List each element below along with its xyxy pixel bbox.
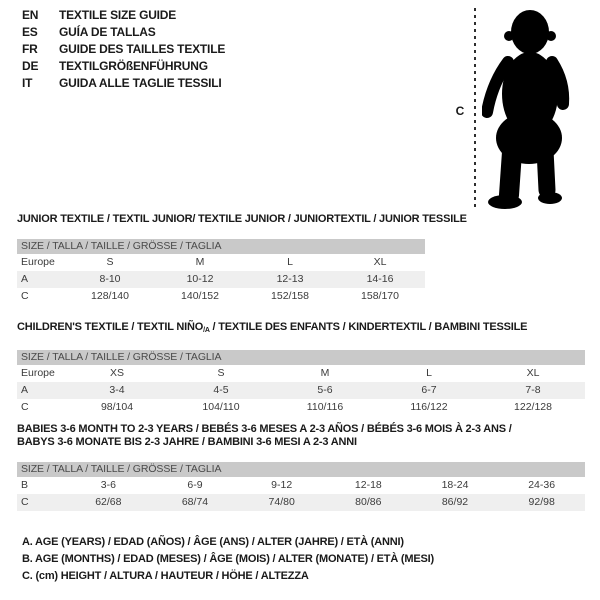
size-header-bar: SIZE / TALLA / TAILLE / GRÖSSE / TAGLIA: [17, 239, 425, 254]
language-row-de: DE TEXTILGRÖßENFÜHRUNG: [22, 58, 225, 75]
language-row-en: EN TEXTILE SIZE GUIDE: [22, 7, 225, 24]
cell: L: [426, 367, 432, 379]
cell: 110/116: [306, 401, 344, 413]
cell: 4-5: [213, 384, 229, 396]
language-row-it: IT GUIDA ALLE TAGLIE TESSILI: [22, 75, 225, 92]
table-title: CHILDREN'S TEXTILE / TEXTIL NIÑO/A / TEX…: [17, 321, 585, 337]
table-title-subscript: /A: [203, 327, 210, 334]
table-title: BABIES 3-6 MONTH TO 2-3 YEARS / BEBÉS 3-…: [17, 423, 512, 435]
size-header-bar: SIZE / TALLA / TAILLE / GRÖSSE / TAGLIA: [17, 462, 585, 477]
height-measure-label: C: [455, 104, 465, 118]
language-label: GUIDE DES TAILLES TEXTILE: [59, 42, 226, 56]
cell: 18-24: [441, 479, 469, 491]
cell: 8-10: [99, 273, 121, 285]
language-row-es: ES GUÍA DE TALLAS: [22, 24, 225, 41]
cell: 122/128: [514, 401, 552, 413]
cell: 80/86: [355, 496, 382, 508]
cell: 86/92: [441, 496, 469, 508]
row-label: A: [21, 384, 29, 396]
cell: 128/140: [91, 290, 129, 302]
table-row: Europe S M L XL: [17, 254, 425, 271]
cell: 158/170: [361, 290, 399, 302]
table-row: C 128/140 140/152 152/158 158/170: [17, 288, 425, 305]
cell: 68/74: [181, 496, 209, 508]
cell: 92/98: [528, 496, 555, 508]
language-label: GUÍA DE TALLAS: [59, 25, 156, 39]
table-row: B 3-6 6-9 9-12 12-18 18-24 24-36: [17, 477, 585, 494]
cell: L: [287, 256, 293, 268]
cell: S: [106, 256, 114, 268]
row-label: C: [21, 496, 29, 508]
language-code: IT: [22, 76, 33, 90]
cell: 152/158: [271, 290, 309, 302]
table-row: A 8-10 10-12 12-13 14-16: [17, 271, 425, 288]
language-code: FR: [22, 42, 38, 56]
cell: 116/122: [410, 401, 448, 413]
row-label: A: [21, 273, 29, 285]
note-b: B. AGE (MONTHS) / EDAD (MESES) / ÂGE (MO…: [22, 553, 434, 565]
table-title-part: CHILDREN'S TEXTILE / TEXTIL NIÑO: [17, 321, 204, 333]
row-label: C: [21, 401, 29, 413]
row-label: Europe: [21, 367, 55, 379]
language-row-fr: FR GUIDE DES TAILLES TEXTILE: [22, 41, 225, 58]
language-label: TEXTILGRÖßENFÜHRUNG: [59, 59, 208, 73]
table-row: C 98/104 104/110 110/116 116/122 122/128: [17, 399, 585, 416]
cell: 12-13: [276, 273, 304, 285]
note-c: C. (cm) HEIGHT / ALTURA / HAUTEUR / HÖHE…: [22, 570, 309, 582]
language-list: EN TEXTILE SIZE GUIDE ES GUÍA DE TALLAS …: [22, 7, 225, 92]
cell: M: [320, 367, 330, 379]
language-code: DE: [22, 59, 39, 73]
table-title: JUNIOR TEXTILE / TEXTIL JUNIOR/ TEXTILE …: [17, 213, 467, 225]
cell: 12-18: [354, 479, 382, 491]
junior-textile-table: JUNIOR TEXTILE / TEXTIL JUNIOR/ TEXTILE …: [17, 213, 467, 305]
table-title-part: / TEXTILE DES ENFANTS / KINDERTEXTIL / B…: [209, 321, 528, 333]
cell: 6-9: [187, 479, 203, 491]
row-label: Europe: [21, 256, 55, 268]
cell: 98/104: [100, 401, 134, 413]
cell: S: [217, 367, 225, 379]
cell: 10-12: [186, 273, 214, 285]
cell: 104/110: [202, 401, 240, 413]
table-row: C 62/68 68/74 74/80 80/86 86/92 92/98: [17, 494, 585, 511]
cell: 74/80: [268, 496, 295, 508]
children-textile-table: CHILDREN'S TEXTILE / TEXTIL NIÑO/A / TEX…: [17, 321, 585, 416]
cell: M: [195, 256, 205, 268]
cell: XS: [109, 367, 124, 379]
cell: 3-4: [109, 384, 125, 396]
row-label: B: [21, 479, 29, 491]
cell: XL: [526, 367, 540, 379]
cell: 62/68: [95, 496, 122, 508]
baby-silhouette-icon: [482, 10, 570, 209]
cell: 7-8: [525, 384, 541, 396]
cell: 140/152: [181, 290, 219, 302]
cell: XL: [373, 256, 387, 268]
cell: 9-12: [271, 479, 293, 491]
babies-textile-table: BABIES 3-6 MONTH TO 2-3 YEARS / BEBÉS 3-…: [17, 423, 585, 511]
cell: 3-6: [100, 479, 116, 491]
dotted-height-line: [474, 8, 476, 208]
table-row: A 3-4 4-5 5-6 6-7 7-8: [17, 382, 585, 399]
language-code: EN: [22, 8, 39, 22]
language-code: ES: [22, 25, 38, 39]
cell: 5-6: [317, 384, 333, 396]
table-row: Europe XS S M L XL: [17, 365, 585, 382]
cell: 6-7: [421, 384, 437, 396]
cell: 24-36: [528, 479, 556, 491]
size-header-bar: SIZE / TALLA / TAILLE / GRÖSSE / TAGLIA: [17, 350, 585, 365]
language-label: TEXTILE SIZE GUIDE: [59, 8, 177, 22]
language-label: GUIDA ALLE TAGLIE TESSILI: [59, 76, 222, 90]
row-label: C: [21, 290, 29, 302]
table-title-line2: BABYS 3-6 MONATE BIS 2-3 JAHRE / BAMBINI…: [17, 436, 357, 448]
note-a: A. AGE (YEARS) / EDAD (AÑOS) / ÂGE (ANS)…: [22, 536, 404, 548]
cell: 14-16: [366, 273, 394, 285]
legend-notes: A. AGE (YEARS) / EDAD (AÑOS) / ÂGE (ANS)…: [22, 534, 434, 585]
